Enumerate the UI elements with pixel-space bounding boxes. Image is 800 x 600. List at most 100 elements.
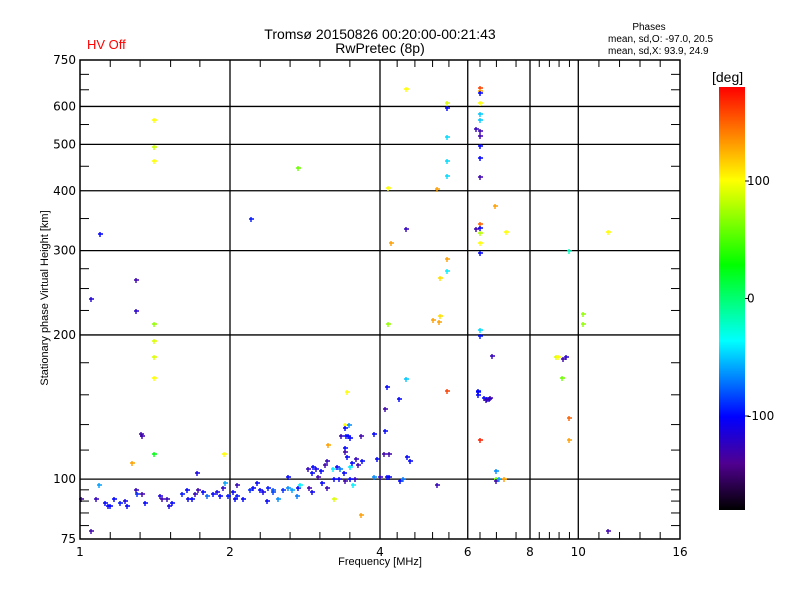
data-point bbox=[383, 429, 388, 434]
data-point bbox=[478, 251, 483, 256]
data-point bbox=[476, 393, 481, 398]
data-point bbox=[310, 490, 315, 495]
data-point bbox=[478, 134, 483, 139]
data-point bbox=[98, 232, 103, 237]
data-point bbox=[382, 452, 387, 457]
data-point bbox=[339, 434, 344, 439]
x-tick-label: 10 bbox=[571, 545, 586, 559]
data-point bbox=[319, 469, 324, 474]
data-point bbox=[94, 497, 99, 502]
grid-lines bbox=[80, 60, 680, 539]
data-point bbox=[567, 416, 572, 421]
data-point bbox=[152, 145, 157, 150]
data-point bbox=[556, 355, 561, 360]
data-point bbox=[265, 499, 270, 504]
data-point bbox=[266, 486, 271, 491]
data-point bbox=[445, 159, 450, 164]
data-point bbox=[316, 475, 321, 480]
data-point bbox=[478, 144, 483, 149]
data-point bbox=[386, 322, 391, 327]
data-point bbox=[152, 355, 157, 360]
data-point bbox=[360, 459, 365, 464]
data-point bbox=[201, 490, 206, 495]
data-point bbox=[335, 465, 340, 470]
x-tick-label: 2 bbox=[226, 545, 234, 559]
data-point bbox=[342, 471, 347, 476]
data-point bbox=[345, 455, 350, 460]
data-point bbox=[478, 328, 483, 333]
colorbar-tick-label: 0 bbox=[747, 292, 755, 306]
data-point bbox=[478, 118, 483, 123]
data-point bbox=[484, 398, 489, 403]
data-point bbox=[397, 397, 402, 402]
data-point bbox=[445, 269, 450, 274]
data-point bbox=[445, 389, 450, 394]
data-point bbox=[494, 479, 499, 484]
data-point bbox=[326, 443, 331, 448]
data-point bbox=[306, 467, 311, 472]
data-point bbox=[89, 297, 94, 302]
data-point bbox=[226, 494, 231, 499]
data-point bbox=[438, 314, 443, 319]
data-point bbox=[123, 499, 128, 504]
data-point bbox=[338, 467, 343, 472]
data-point bbox=[143, 501, 148, 506]
data-point bbox=[190, 497, 195, 502]
data-point bbox=[158, 494, 163, 499]
data-point bbox=[372, 432, 377, 437]
data-point bbox=[478, 438, 483, 443]
data-point bbox=[276, 497, 281, 502]
data-point bbox=[401, 477, 406, 482]
data-point bbox=[478, 91, 483, 96]
data-point bbox=[343, 450, 348, 455]
data-point bbox=[251, 486, 256, 491]
data-point bbox=[386, 186, 391, 191]
data-point bbox=[343, 479, 348, 484]
data-point bbox=[140, 492, 145, 497]
data-points bbox=[79, 86, 611, 534]
data-point bbox=[581, 322, 586, 327]
data-point bbox=[167, 504, 172, 509]
data-point bbox=[347, 423, 352, 428]
data-point bbox=[215, 490, 220, 495]
data-point bbox=[160, 497, 165, 502]
data-point bbox=[295, 494, 300, 499]
data-point bbox=[118, 501, 123, 506]
data-point bbox=[359, 434, 364, 439]
data-point bbox=[152, 322, 157, 327]
data-point bbox=[140, 434, 145, 439]
data-point bbox=[561, 357, 566, 362]
data-point bbox=[375, 457, 380, 462]
data-point bbox=[180, 492, 185, 497]
x-tick-label: 8 bbox=[526, 545, 534, 559]
data-point bbox=[332, 497, 337, 502]
data-point bbox=[567, 438, 572, 443]
data-point bbox=[387, 475, 392, 480]
data-point bbox=[478, 129, 483, 134]
data-point bbox=[474, 127, 479, 132]
data-point bbox=[108, 504, 113, 509]
data-point bbox=[478, 231, 483, 236]
data-point bbox=[135, 492, 140, 497]
data-point bbox=[445, 101, 450, 106]
data-point bbox=[474, 227, 479, 232]
data-point bbox=[125, 504, 130, 509]
data-point bbox=[348, 465, 353, 470]
data-point bbox=[404, 87, 409, 92]
data-point bbox=[359, 513, 364, 518]
data-point bbox=[490, 354, 495, 359]
data-point bbox=[606, 529, 611, 534]
data-point bbox=[112, 497, 117, 502]
x-tick-label: 1 bbox=[76, 545, 84, 559]
data-point bbox=[478, 334, 483, 339]
data-point bbox=[387, 452, 392, 457]
data-point bbox=[445, 106, 450, 111]
y-tick-label: 750 bbox=[53, 53, 76, 67]
y-tick-label: 500 bbox=[53, 137, 76, 151]
data-point bbox=[89, 529, 94, 534]
data-point bbox=[235, 483, 240, 488]
data-point bbox=[195, 471, 200, 476]
data-point bbox=[97, 483, 102, 488]
data-point bbox=[437, 320, 442, 325]
data-point bbox=[325, 486, 330, 491]
